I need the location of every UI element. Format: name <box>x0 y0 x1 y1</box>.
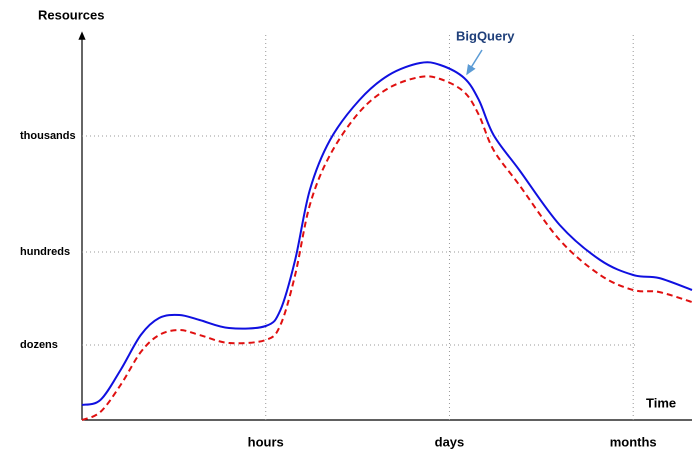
y-axis-label: Resources <box>38 7 104 22</box>
x-tick-label: months <box>610 434 657 449</box>
x-tick-label: days <box>435 434 465 449</box>
x-axis-label: Time <box>646 395 676 410</box>
series-line <box>81 61 693 406</box>
series-annotation: BigQuery <box>456 28 515 43</box>
series-line <box>81 75 693 421</box>
x-tick-label: hours <box>248 434 284 449</box>
y-tick-label: dozens <box>20 339 58 351</box>
y-tick-label: thousands <box>20 130 76 142</box>
annotation-arrow <box>466 49 483 76</box>
y-tick-label: hundreds <box>20 246 70 258</box>
